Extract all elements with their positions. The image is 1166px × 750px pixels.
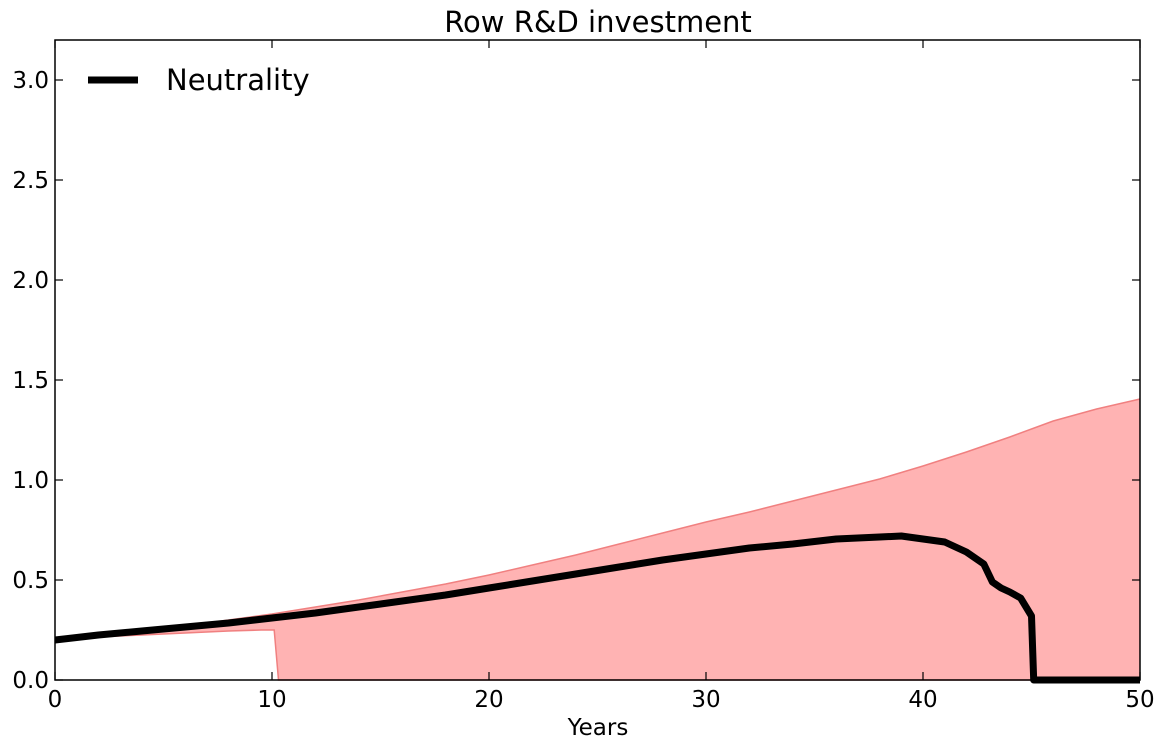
y-tick-label: 2.5 [12,168,49,194]
y-tick-label: 3.0 [12,68,49,94]
x-tick-label: 10 [257,687,286,713]
chart-title: Row R&D investment [444,5,752,39]
x-axis-label: Years [567,715,629,741]
axes-layer [54,39,1141,681]
confidence-band [55,399,1140,680]
x-tick-label: 20 [474,687,503,713]
series-line-0 [54,532,1140,684]
band-layer [54,398,1141,681]
x-tick-label: 0 [48,687,63,713]
series-layer [54,532,1140,684]
y-tick-label: 0.5 [12,568,49,594]
y-tick-label: 2.0 [12,268,49,294]
plot-frame [54,39,1141,681]
legend: Neutrality [88,63,310,97]
x-tick-label: 50 [1125,687,1154,713]
x-tick-label: 30 [691,687,720,713]
y-tick-label: 0.0 [12,668,49,694]
x-tick-label: 40 [908,687,937,713]
legend-label: Neutrality [166,63,310,97]
y-tick-label: 1.0 [12,468,49,494]
ticks-layer: 0 10 20 30 40 50 0.0 0.5 1.0 1.5 2.0 2.5 3.0 [12,40,1155,713]
y-tick-label: 1.5 [12,368,49,394]
